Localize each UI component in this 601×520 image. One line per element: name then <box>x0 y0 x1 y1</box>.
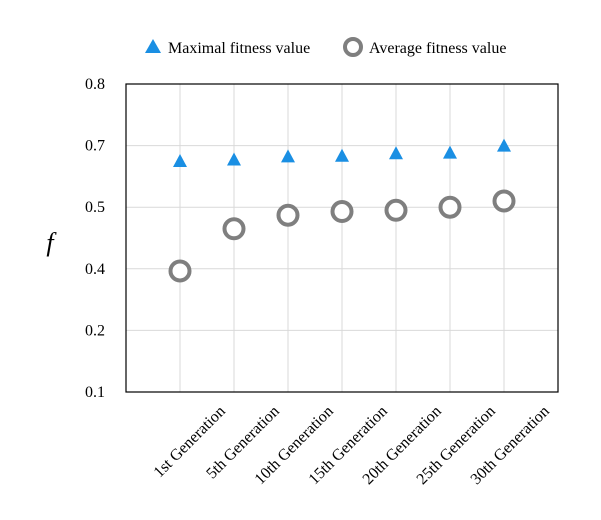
y-tick-label: 0.5 <box>85 199 105 216</box>
average-fitness-point <box>438 195 462 219</box>
y-axis-label: f <box>46 228 57 257</box>
grid-lines <box>126 84 558 392</box>
y-tick-label: 0.1 <box>85 384 105 401</box>
maximal-fitness-point <box>497 138 511 152</box>
legend-label-maximal: Maximal fitness value <box>168 40 310 57</box>
data-marks <box>168 138 516 283</box>
maximal-fitness-point <box>335 148 349 162</box>
maximal-fitness-point <box>389 146 403 160</box>
maximal-fitness-point <box>281 149 295 163</box>
average-fitness-point <box>276 203 300 227</box>
average-fitness-point <box>492 189 516 213</box>
average-fitness-point <box>168 259 192 283</box>
legend-marker-maximal <box>145 39 161 53</box>
average-fitness-point <box>384 198 408 222</box>
y-tick-label: 0.4 <box>85 261 105 278</box>
legend-label-average: Average fitness value <box>369 40 506 57</box>
maximal-fitness-point <box>173 154 187 167</box>
maximal-fitness-point <box>227 152 241 166</box>
legend: Maximal fitness value Average fitness va… <box>145 37 506 57</box>
average-fitness-point <box>222 217 246 241</box>
average-fitness-point <box>330 200 354 224</box>
y-tick-labels: 0.8 0.7 0.5 0.4 0.2 0.1 <box>85 76 105 401</box>
plot-area-frame <box>125 83 559 393</box>
y-tick-label: 0.8 <box>85 76 105 93</box>
y-tick-label: 0.7 <box>85 138 105 155</box>
maximal-fitness-point <box>443 145 457 159</box>
legend-marker-average <box>343 37 363 57</box>
y-tick-label: 0.2 <box>85 322 105 339</box>
